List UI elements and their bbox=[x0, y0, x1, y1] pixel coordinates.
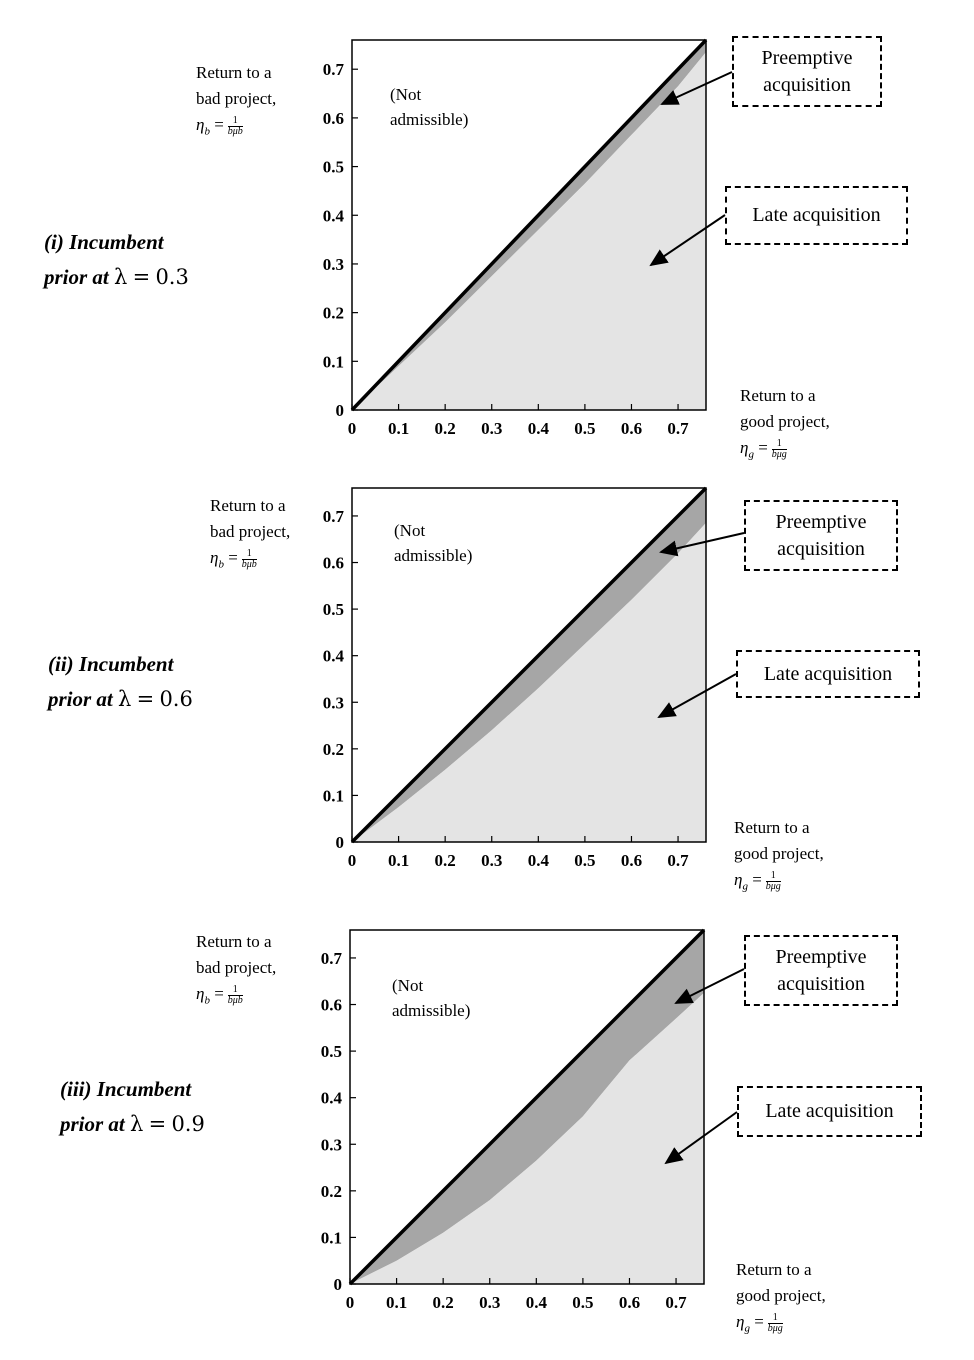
late-callout: Late acquisition bbox=[725, 186, 908, 245]
y-axis-label: Return to a bad project, ηb = 1 bμb bbox=[196, 932, 277, 1007]
x-axis-label: Return to a good project, ηg = 1 bμg bbox=[736, 1260, 826, 1335]
y-axis-label: Return to a bad project, ηb = 1 bμb bbox=[210, 496, 291, 571]
panel-title: (iii) Incumbent prior at λ = 0.9 bbox=[60, 1077, 205, 1136]
preemptive-callout: Preemptive acquisition bbox=[732, 36, 882, 107]
preemptive-callout: Preemptive acquisition bbox=[744, 500, 898, 571]
panel-2: Return to a bad project, ηb = 1 bμb (ii) I… bbox=[48, 496, 920, 893]
panel-title: (ii) Incumbent prior at λ = 0.6 bbox=[48, 652, 193, 711]
y-axis-label: Return to a bad project, ηb = 1 bμb bbox=[196, 63, 277, 138]
panel-1: Return to a bad project, ηb = 1 bμb (i) In… bbox=[0, 0, 974, 470]
x-axis-label: Return to a good project, ηg = 1 bμg bbox=[740, 386, 830, 461]
late-callout: Late acquisition bbox=[737, 1086, 922, 1137]
preemptive-callout: Preemptive acquisition bbox=[744, 935, 898, 1006]
late-callout: Late acquisition bbox=[736, 650, 920, 698]
not-admissible-label: (Not admissible) bbox=[392, 976, 471, 1020]
x-axis-label: Return to a good project, ηg = 1 bμg bbox=[734, 818, 824, 893]
panel-title: (i) Incumbent prior at λ = 0.3 bbox=[44, 230, 189, 289]
